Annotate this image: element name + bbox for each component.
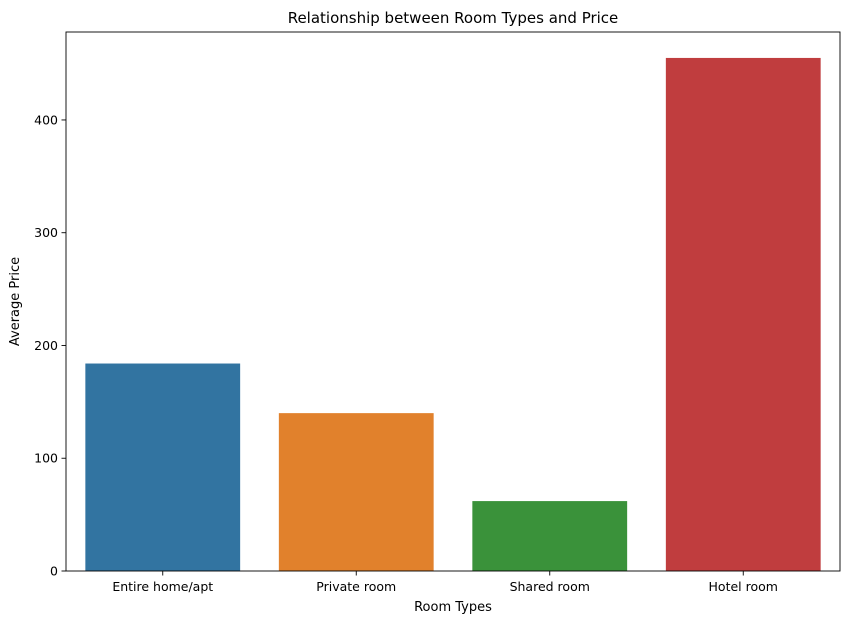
y-tick-label: 400	[34, 112, 58, 127]
x-tick-label: Private room	[316, 579, 396, 594]
y-axis-ticks: 0 100 200 300 400	[34, 112, 66, 579]
x-axis-label: Room Types	[414, 600, 492, 615]
x-tick-label: Shared room	[510, 579, 590, 594]
x-tick-label: Hotel room	[709, 579, 778, 594]
x-tick-label: Entire home/apt	[112, 579, 213, 594]
bar-hotel-room	[665, 57, 821, 572]
y-tick-label: 300	[34, 225, 58, 240]
bar-shared-room	[472, 501, 628, 571]
bar-entire-home-apt	[85, 363, 241, 571]
y-tick-label: 200	[34, 338, 58, 353]
x-axis-ticks: Entire home/apt Private room Shared room Ho…	[112, 571, 778, 594]
plot-frame	[65, 31, 841, 572]
y-tick-label: 0	[50, 564, 58, 579]
bar-private-room	[278, 413, 434, 571]
bars-group	[85, 57, 821, 572]
y-tick-label: 100	[34, 451, 58, 466]
chart-title: Relationship between Room Types and Pric…	[288, 9, 619, 27]
y-axis-label: Average Price	[8, 257, 23, 346]
